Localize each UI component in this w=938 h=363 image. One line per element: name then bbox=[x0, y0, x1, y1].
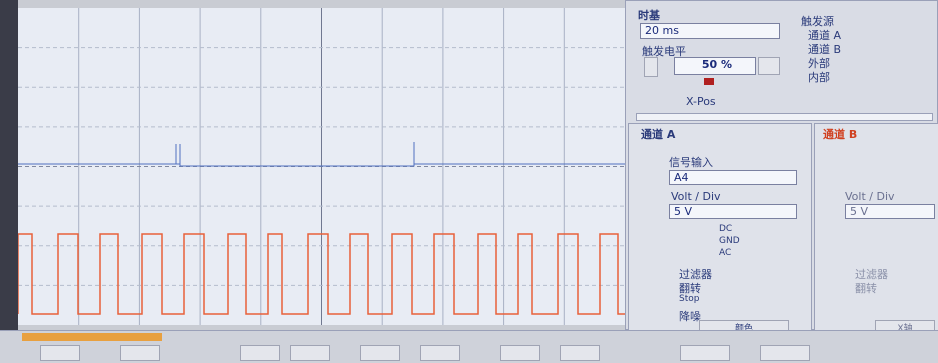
level-button[interactable] bbox=[758, 57, 780, 75]
x-pos-slider[interactable] bbox=[636, 113, 933, 121]
volt-div-select[interactable]: 5 V bbox=[669, 204, 797, 219]
tool-button[interactable] bbox=[680, 345, 730, 361]
tool-button[interactable] bbox=[360, 345, 400, 361]
trigger-option[interactable]: 内部 bbox=[808, 69, 830, 85]
trigger-level-value[interactable]: 50 % bbox=[674, 57, 756, 75]
status-bar bbox=[22, 333, 162, 341]
time-base-select[interactable]: 20 ms bbox=[640, 23, 780, 39]
channel-option[interactable]: Stop bbox=[679, 294, 699, 304]
channel-b-title: 通道 B bbox=[823, 126, 857, 142]
tool-button[interactable] bbox=[560, 345, 600, 361]
trigger-indicator bbox=[704, 78, 714, 85]
tool-button[interactable] bbox=[240, 345, 280, 361]
tool-button[interactable] bbox=[290, 345, 330, 361]
channel-a-panel: 通道 A 信号输入 A4 Volt / Div 5 V DC GND AC 过滤… bbox=[628, 123, 812, 331]
x-pos-label: X-Pos bbox=[686, 95, 716, 108]
signal-input-select[interactable]: A4 bbox=[669, 170, 797, 185]
channel-option[interactable]: 翻转 bbox=[855, 280, 877, 296]
level-spinner[interactable] bbox=[644, 57, 658, 77]
coupling-option[interactable]: AC bbox=[719, 248, 731, 258]
tool-button[interactable] bbox=[500, 345, 540, 361]
coupling-option[interactable]: DC bbox=[719, 224, 732, 234]
control-panel: 时基 20 ms 触发电平 50 % X-Pos 触发源 通道 A 通道 B 外… bbox=[625, 0, 938, 330]
time-base-title: 时基 bbox=[638, 7, 660, 23]
volt-div-label: Volt / Div bbox=[845, 190, 895, 203]
channel-b-panel: 通道 B Volt / Div 5 V 过滤器 翻转 X轴 bbox=[814, 123, 938, 331]
oscilloscope-app: 时基 20 ms 触发电平 50 % X-Pos 触发源 通道 A 通道 B 外… bbox=[0, 0, 938, 362]
signal-input-label: 信号输入 bbox=[669, 154, 713, 170]
channel-a-title: 通道 A bbox=[641, 126, 675, 142]
toolbar bbox=[0, 330, 938, 363]
tool-button[interactable] bbox=[420, 345, 460, 361]
tool-button[interactable] bbox=[760, 345, 810, 361]
coupling-option[interactable]: GND bbox=[719, 236, 740, 246]
channel-option[interactable]: 降噪 bbox=[679, 308, 701, 324]
volt-div-select[interactable]: 5 V bbox=[845, 204, 935, 219]
scope-display bbox=[18, 8, 625, 325]
tool-button[interactable] bbox=[40, 345, 80, 361]
left-edge bbox=[0, 0, 18, 362]
volt-div-label: Volt / Div bbox=[671, 190, 721, 203]
tool-button[interactable] bbox=[120, 345, 160, 361]
